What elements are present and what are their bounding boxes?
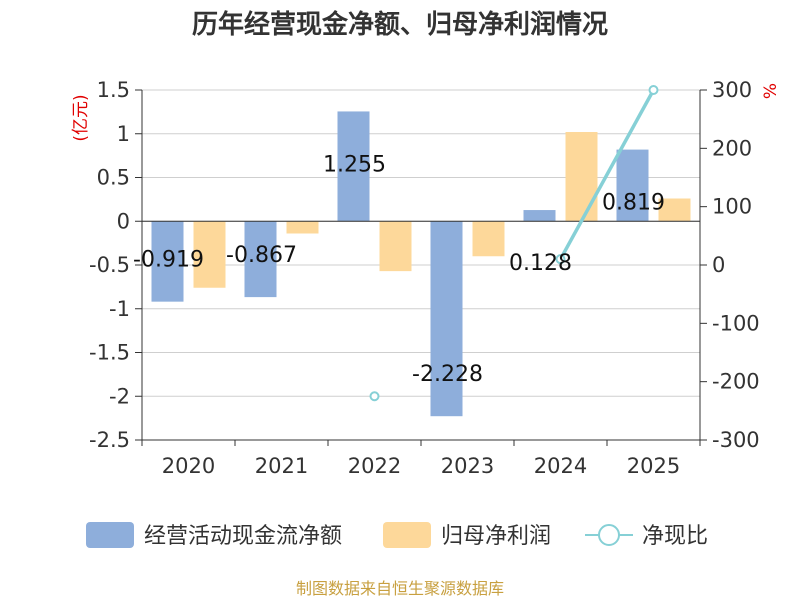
x-tick-label: 2022 bbox=[348, 454, 401, 478]
legend-swatch-marker bbox=[598, 524, 620, 546]
line-point bbox=[369, 391, 380, 402]
bar-value-label: -0.867 bbox=[226, 243, 297, 268]
chart-title: 历年经营现金净额、归母净利润情况 bbox=[192, 9, 608, 40]
bars bbox=[151, 111, 691, 417]
bar-net-profit bbox=[565, 132, 598, 222]
right-tick-label: 300 bbox=[712, 78, 752, 102]
legend-label-net-profit: 归母净利润 bbox=[441, 524, 551, 549]
left-tick-label: -0.5 bbox=[89, 253, 130, 277]
left-tick-label: 0 bbox=[117, 209, 130, 233]
line-series bbox=[369, 85, 659, 402]
legend-swatch-net-profit bbox=[383, 522, 431, 548]
line-point bbox=[648, 85, 659, 95]
bar-cashflow bbox=[151, 221, 184, 302]
left-tick-label: 1 bbox=[117, 122, 130, 146]
bar-cashflow bbox=[337, 111, 370, 222]
bar-net-profit bbox=[472, 221, 505, 257]
line-point bbox=[555, 254, 566, 265]
bar-net-profit bbox=[658, 198, 691, 222]
left-tick-label: 0.5 bbox=[97, 166, 130, 190]
legend: 经营活动现金流净额 归母净利润 净现比 bbox=[86, 522, 708, 549]
bar-cashflow bbox=[523, 210, 556, 222]
x-tick-label: 2025 bbox=[627, 454, 680, 478]
x-tick-label: 2020 bbox=[162, 454, 215, 478]
bar-value-label: -0.919 bbox=[133, 248, 204, 273]
source-note: 制图数据来自恒生聚源数据库 bbox=[296, 579, 504, 598]
right-tick-label: 0 bbox=[712, 253, 725, 277]
data-labels: -0.919 -0.867 1.255 -2.228 0.128 0.819 bbox=[133, 152, 665, 387]
bar-value-label: 0.128 bbox=[509, 251, 572, 276]
line-segment bbox=[558, 89, 656, 261]
bar-cashflow bbox=[616, 149, 649, 222]
x-tick-label: 2021 bbox=[255, 454, 308, 478]
left-tick-label: -2.5 bbox=[89, 428, 130, 452]
bar-value-label: 1.255 bbox=[323, 152, 386, 177]
x-tick-label: 2023 bbox=[441, 454, 494, 478]
right-tick-label: 200 bbox=[712, 136, 752, 160]
right-tick-label: -300 bbox=[712, 428, 760, 452]
bar-net-profit bbox=[379, 221, 412, 272]
x-tick-label: 2024 bbox=[534, 454, 587, 478]
left-axis-unit: (亿元) bbox=[71, 94, 91, 141]
right-tick-label: -100 bbox=[712, 311, 760, 335]
axes: 1.5 1 0.5 0 -0.5 -1 -1.5 -2 -2.5 300 200 100 0 -100 -2… bbox=[71, 78, 781, 478]
bar-cashflow bbox=[244, 221, 277, 298]
left-tick-label: 1.5 bbox=[97, 78, 130, 102]
bar-cashflow bbox=[430, 221, 463, 417]
left-tick-label: -1 bbox=[109, 297, 130, 321]
bar-net-profit bbox=[286, 221, 319, 234]
legend-label-cashflow: 经营活动现金流净额 bbox=[144, 524, 342, 549]
right-tick-label: 100 bbox=[712, 195, 752, 219]
bar-value-label: 0.819 bbox=[602, 191, 665, 216]
left-tick-label: -2 bbox=[109, 384, 130, 408]
legend-label-ratio: 净现比 bbox=[642, 524, 708, 549]
left-tick-label: -1.5 bbox=[89, 341, 130, 365]
bar-net-profit bbox=[193, 221, 226, 288]
legend-swatch-cashflow bbox=[86, 522, 134, 548]
bar-value-label: -2.228 bbox=[412, 362, 483, 387]
right-axis-unit: % bbox=[761, 83, 781, 99]
right-tick-label: -200 bbox=[712, 370, 760, 394]
